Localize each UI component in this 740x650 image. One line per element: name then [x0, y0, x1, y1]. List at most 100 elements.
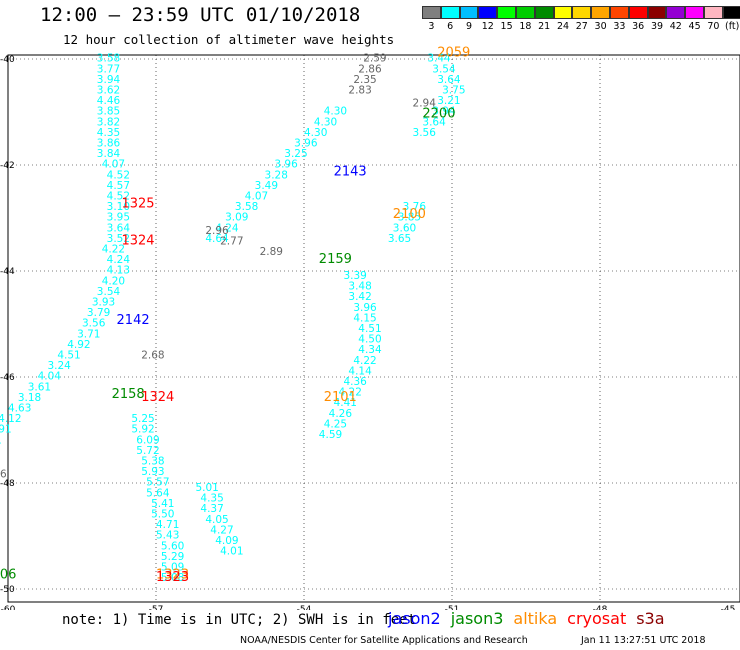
- colorbar-label: 6: [447, 21, 454, 32]
- low-swh-values: 2.592.862.352.832.942.962.772.892.682.97…: [0, 53, 436, 481]
- pass-time-label: 1406: [0, 567, 16, 582]
- swh-value: 4.24: [107, 254, 131, 266]
- colorbar-cell: [478, 6, 498, 19]
- swh-value: 3.91: [0, 424, 12, 436]
- swh-value: 5.29: [161, 551, 184, 563]
- lon-tick-label: -60: [1, 605, 16, 610]
- colorbar-label: 30: [594, 21, 607, 32]
- swh-value: 4.05: [205, 514, 228, 526]
- lat-tick-label: -42: [0, 161, 15, 171]
- wave-track: 4.304.304.303.963.253.963.283.494.073.58…: [205, 106, 347, 245]
- swh-value-low: 2.46: [0, 469, 7, 481]
- swh-value-low: 2.83: [348, 84, 371, 96]
- swh-value: 4.13: [107, 265, 130, 277]
- swh-value: 4.25: [324, 418, 347, 430]
- pass-time-label: 1323: [156, 567, 189, 582]
- colorbar-cell: [497, 6, 516, 19]
- colorbar-label: 33: [613, 21, 626, 32]
- swh-value: 4.46: [97, 95, 121, 107]
- swh-value: 3.79: [87, 307, 110, 319]
- swh-value: 3.58: [235, 201, 258, 213]
- wave-track: 5.014.354.374.054.274.094.01: [195, 482, 243, 558]
- swh-value: 3.39: [343, 270, 366, 282]
- swh-value: 4.41: [334, 397, 357, 409]
- swh-colorbar-labels: 3 6 9 12 15 18 21 24 27 30 33 36 39 42 45 70 (ft): [422, 21, 740, 35]
- swh-value: 4.04: [38, 371, 62, 383]
- swh-value: 3.96: [294, 137, 318, 149]
- swh-value-low: 2.96: [205, 225, 229, 237]
- colorbar-label: 21: [538, 21, 551, 32]
- swh-value: 3.77: [97, 63, 120, 75]
- swh-value: 3.84: [97, 148, 121, 160]
- swh-value: 4.30: [304, 127, 327, 139]
- swh-value: 3.86: [97, 137, 121, 149]
- colorbar-cell: [534, 6, 554, 19]
- colorbar-cell: [722, 6, 740, 19]
- swh-value: 4.22: [339, 387, 362, 399]
- swh-value: 4.92: [67, 339, 90, 351]
- colorbar-cell: [628, 6, 648, 19]
- wave-track: 3.583.773.943.624.463.853.824.353.863.84…: [0, 53, 131, 447]
- satellite-legend: jason2 jason3 altika cryosat s3a: [388, 609, 675, 628]
- swh-value: 3.18: [18, 392, 41, 404]
- swh-value: 3.93: [92, 296, 115, 308]
- swh-value: 3.62: [97, 84, 120, 96]
- swh-value: 3.60: [393, 222, 416, 234]
- wave-track: 5.255.926.095.725.385.935.575.645.415.50…: [131, 413, 184, 584]
- legend-item-cryosat: cryosat: [567, 609, 627, 628]
- swh-value: 3.82: [97, 116, 120, 128]
- swh-value: 3.76: [403, 201, 427, 213]
- pass-time-label: 1323: [156, 570, 189, 585]
- pass-time-label: 2142: [117, 313, 150, 328]
- swh-value: 4.36: [343, 376, 367, 388]
- swh-value: 4.07: [245, 190, 268, 202]
- lat-tick-label: -48: [0, 479, 15, 489]
- swh-value: 4.34: [358, 344, 382, 356]
- swh-value: 3.64: [437, 74, 461, 86]
- swh-value: 3.96: [353, 302, 377, 314]
- swh-value: 5.50: [151, 508, 174, 520]
- colorbar-label: (ft): [725, 21, 740, 32]
- swh-value: 3.25: [284, 148, 307, 160]
- swh-value: 4.71: [156, 519, 179, 531]
- swh-value: 4.20: [102, 275, 125, 287]
- map-axis-ticks: -60 -57 -54 -51 -48 -45 -40 -42 -44 -46 -48 -50: [0, 55, 735, 610]
- swh-value: 3.42: [348, 291, 371, 303]
- swh-value: 3.64: [107, 222, 131, 234]
- colorbar-cell: [647, 6, 667, 19]
- swh-value: 3.28: [265, 169, 288, 181]
- colorbar-cell: [666, 6, 686, 19]
- lon-tick-label: -51: [445, 605, 460, 610]
- pass-time-label: 2143: [334, 165, 367, 180]
- swh-value: 5.38: [141, 455, 164, 467]
- lat-tick-label: -44: [0, 267, 15, 277]
- swh-value: 5.92: [131, 424, 154, 436]
- swh-value: 4.51: [358, 323, 381, 335]
- pass-time-label: 2059: [437, 45, 470, 60]
- colorbar-cell: [572, 6, 592, 19]
- swh-value: 5.08: [161, 572, 184, 584]
- swh-value: 4.52: [107, 190, 130, 202]
- swh-value: 4.30: [324, 106, 347, 118]
- swh-value: 3.44: [427, 53, 451, 65]
- colorbar-cell: [609, 6, 629, 19]
- colorbar-cell: [440, 6, 460, 19]
- swh-value: 5.72: [136, 445, 159, 457]
- lon-tick-label: -57: [149, 605, 164, 610]
- chart-subtitle: 12 hour collection of altimeter wave hei…: [63, 32, 395, 47]
- colorbar-label: 12: [481, 21, 494, 32]
- swh-value: 3.58: [97, 53, 120, 65]
- chart-title: 12:00 – 23:59 UTC 01/10/2018: [40, 4, 361, 26]
- swh-value: 5.93: [141, 466, 164, 478]
- lon-tick-label: -48: [593, 605, 608, 610]
- swh-colorbar: [422, 6, 740, 19]
- colorbar-label: 42: [669, 21, 682, 32]
- credit-line: NOAA/NESDIS Center for Satellite Applica…: [240, 635, 528, 646]
- swh-value: 5.09: [161, 561, 184, 573]
- colorbar-label: 9: [465, 21, 473, 32]
- colorbar-cell: [703, 6, 723, 19]
- colorbar-label: 39: [650, 21, 664, 32]
- swh-value-low: 2.68: [141, 349, 164, 361]
- colorbar-cell: [515, 6, 535, 19]
- lon-tick-label: -54: [297, 605, 312, 610]
